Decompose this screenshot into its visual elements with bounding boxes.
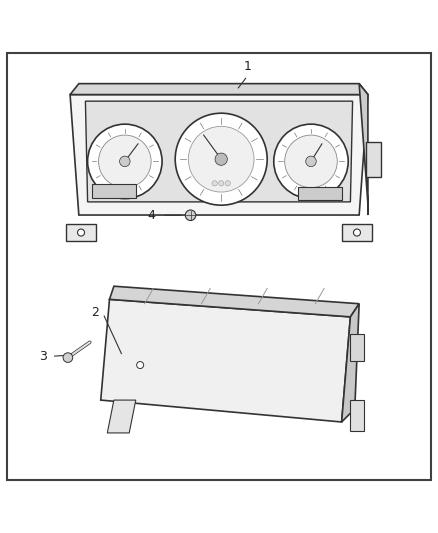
Polygon shape: [70, 94, 368, 215]
FancyBboxPatch shape: [66, 224, 96, 241]
Circle shape: [306, 156, 316, 167]
Circle shape: [188, 126, 254, 192]
Circle shape: [225, 181, 230, 186]
Circle shape: [88, 124, 162, 199]
Circle shape: [212, 181, 217, 186]
Circle shape: [185, 210, 196, 221]
Polygon shape: [359, 84, 368, 215]
Circle shape: [219, 181, 224, 186]
Text: 2: 2: [91, 306, 99, 319]
Circle shape: [120, 156, 130, 167]
Polygon shape: [342, 304, 359, 422]
Circle shape: [63, 353, 73, 362]
Polygon shape: [101, 300, 350, 422]
Polygon shape: [110, 286, 359, 317]
Text: 4: 4: [148, 209, 155, 222]
FancyBboxPatch shape: [366, 142, 381, 177]
Circle shape: [137, 361, 144, 368]
Circle shape: [215, 153, 227, 165]
Text: 1: 1: [244, 60, 251, 73]
FancyBboxPatch shape: [342, 224, 372, 241]
FancyBboxPatch shape: [350, 334, 364, 361]
Polygon shape: [70, 84, 368, 94]
FancyBboxPatch shape: [92, 184, 136, 198]
Circle shape: [285, 135, 337, 188]
Polygon shape: [350, 400, 364, 431]
FancyBboxPatch shape: [298, 187, 342, 200]
Circle shape: [274, 124, 348, 199]
Polygon shape: [85, 101, 353, 202]
Circle shape: [78, 229, 85, 236]
Text: 3: 3: [39, 350, 47, 363]
Circle shape: [99, 135, 151, 188]
Polygon shape: [107, 400, 136, 433]
Circle shape: [353, 229, 360, 236]
Circle shape: [175, 113, 267, 205]
